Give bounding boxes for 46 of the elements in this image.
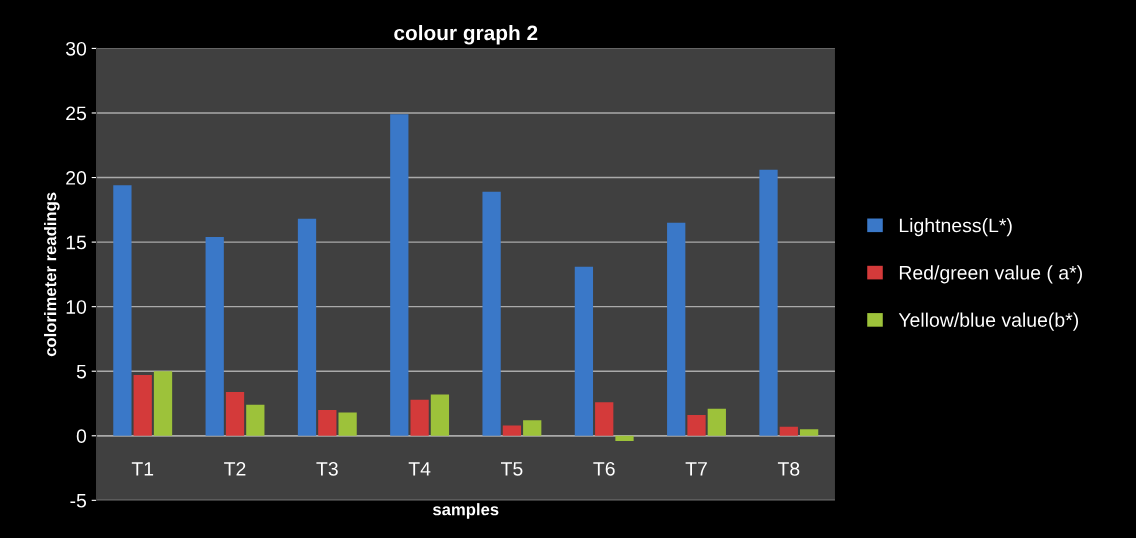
legend-label: Lightness(L*) bbox=[899, 218, 1012, 237]
x-tick-label: T5 bbox=[501, 462, 523, 476]
y-tick-label: 20 bbox=[66, 171, 87, 185]
bar bbox=[113, 185, 132, 436]
bar bbox=[707, 408, 726, 436]
y-tick-label: 30 bbox=[65, 41, 87, 56]
bar bbox=[390, 114, 409, 436]
bar bbox=[225, 391, 245, 436]
bar bbox=[759, 169, 778, 436]
legend-label: Yellow/blue value(b*) bbox=[898, 312, 1079, 331]
x-tick-label: T6 bbox=[593, 461, 615, 476]
bar bbox=[246, 404, 265, 436]
x-tick-label: T8 bbox=[777, 461, 800, 476]
x-tick-label: T2 bbox=[224, 461, 246, 476]
bar bbox=[523, 420, 542, 436]
bar bbox=[482, 191, 501, 436]
x-tick-label: T4 bbox=[408, 462, 431, 476]
x-tick-label: T7 bbox=[685, 462, 707, 476]
y-tick-label: 10 bbox=[66, 300, 87, 314]
bar bbox=[595, 402, 614, 436]
y-tick-label: -5 bbox=[70, 494, 87, 508]
y-axis-title: colorimeter readings bbox=[44, 192, 60, 357]
bar bbox=[687, 415, 706, 436]
bar bbox=[338, 412, 357, 436]
bar bbox=[430, 394, 450, 436]
bar bbox=[779, 426, 798, 436]
bar bbox=[205, 236, 224, 436]
bar bbox=[502, 425, 522, 436]
x-tick-label: T3 bbox=[316, 461, 338, 476]
chart-title: colour graph 2 bbox=[394, 24, 538, 45]
y-tick-label: 0 bbox=[76, 429, 87, 444]
y-tick-label: 5 bbox=[76, 364, 87, 379]
bar bbox=[615, 435, 634, 441]
y-tick-label: 15 bbox=[66, 235, 87, 250]
bar bbox=[153, 371, 173, 436]
bar bbox=[667, 222, 686, 436]
bar bbox=[133, 375, 152, 436]
bar bbox=[297, 218, 317, 436]
legend-label: Red/green value ( a*) bbox=[899, 265, 1082, 284]
bar bbox=[410, 399, 429, 436]
x-axis-title: samples bbox=[432, 503, 499, 519]
bar bbox=[574, 266, 594, 436]
x-tick-label: T1 bbox=[131, 462, 154, 476]
bar bbox=[799, 429, 819, 436]
y-tick-label: 25 bbox=[66, 106, 87, 121]
bar bbox=[318, 409, 337, 436]
